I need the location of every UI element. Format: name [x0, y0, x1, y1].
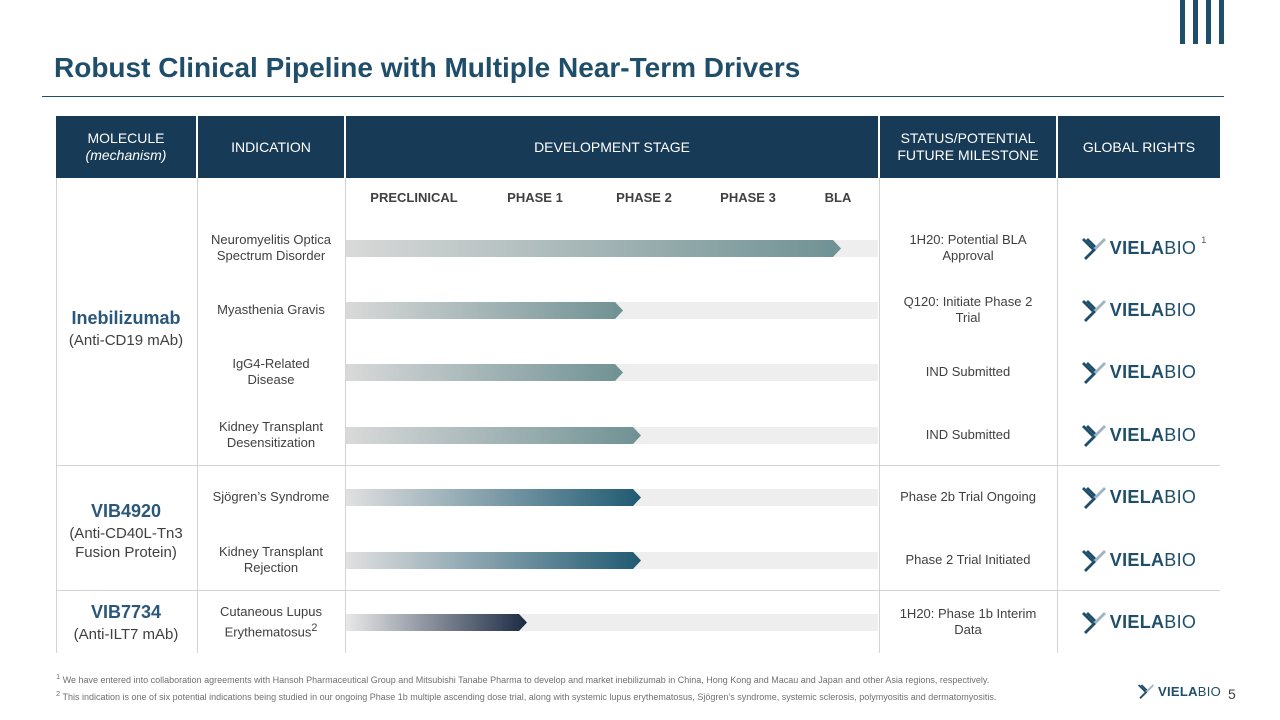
indication-cell: Sjögren’s Syndrome: [212, 489, 330, 504]
progress-arrow: [346, 364, 623, 381]
progress-arrow: [346, 614, 527, 631]
stage-track: [346, 364, 878, 381]
footnote-1: 1 We have entered into collaboration agr…: [56, 672, 990, 685]
progress-arrow: [346, 427, 641, 444]
molecule-vib4920: VIB4920 (Anti-CD40L-Tn3 Fusion Protein): [69, 501, 183, 561]
stage-track: [346, 489, 878, 506]
indication-cell: Neuromyelitis Optica Spectrum Disorder: [211, 232, 331, 263]
viela-mark-icon: [1081, 487, 1106, 509]
stage-preclinical: PRECLINICAL: [370, 190, 458, 205]
vielabio-logo: VIELABIO: [1081, 485, 1196, 509]
global-rights-cell: VIELABIO: [1058, 602, 1220, 642]
vielabio-logo: VIELABIO: [1081, 610, 1196, 634]
vielabio-logo: VIELABIO 1: [1081, 235, 1206, 260]
progress-bar: [346, 552, 641, 569]
progress-arrow: [346, 302, 623, 319]
stage-track: [346, 427, 878, 444]
vielabio-logo: VIELABIO: [1081, 298, 1196, 322]
grid-line: [345, 178, 346, 653]
viela-mark-icon: [1081, 612, 1106, 634]
grid-line: [197, 178, 198, 653]
progress-arrow: [346, 552, 641, 569]
progress-bar: [346, 489, 641, 506]
header-status: STATUS/POTENTIAL FUTURE MILESTONE: [880, 116, 1056, 178]
viela-mark-icon: [1081, 425, 1106, 447]
molecule-inebilizumab: Inebilizumab (Anti-CD19 mAb): [68, 308, 184, 349]
stage-phase-1: PHASE 1: [507, 190, 563, 205]
group-divider: [56, 590, 1220, 591]
progress-bar: [346, 240, 841, 257]
stage-track: [346, 302, 878, 319]
grid-line: [1057, 178, 1058, 653]
indication-cell: Cutaneous Lupus Erythematosus2: [220, 603, 322, 640]
progress-arrow: [346, 489, 641, 506]
vielabio-logo: VIELABIO: [1081, 548, 1196, 572]
vielabio-logo: VIELABIO: [1081, 360, 1196, 384]
progress-bar: [346, 364, 623, 381]
global-rights-cell: VIELABIO: [1058, 477, 1220, 517]
footnotes: 1 We have entered into collaboration agr…: [56, 670, 1136, 704]
status-cell: 1H20: Phase 1b Interim Data: [899, 606, 1037, 637]
footer-vielabio-logo: VIELABIO: [1138, 683, 1221, 699]
header-development-stage: DEVELOPMENT STAGE: [346, 116, 878, 178]
page-number: 5: [1228, 686, 1236, 702]
indication-cell: Kidney Transplant Rejection: [218, 544, 324, 575]
global-rights-cell: VIELABIO: [1058, 352, 1220, 392]
viela-mark-icon: [1138, 684, 1154, 699]
status-cell: IND Submitted: [925, 364, 1011, 379]
viela-mark-icon: [1081, 550, 1106, 572]
page-title: Robust Clinical Pipeline with Multiple N…: [54, 52, 801, 83]
rights-footnote-mark: 1: [1201, 235, 1207, 245]
progress-bar: [346, 302, 623, 319]
group-divider: [56, 465, 1220, 466]
status-cell: Phase 2 Trial Initiated: [905, 552, 1031, 567]
stage-phase-2: PHASE 2: [616, 190, 672, 205]
header-global-rights: GLOBAL RIGHTS: [1058, 116, 1220, 178]
viela-mark-icon: [1081, 362, 1106, 384]
header-indication: INDICATION: [198, 116, 344, 178]
grid-line: [879, 178, 880, 653]
progress-bar: [346, 427, 641, 444]
global-rights-cell: VIELABIO: [1058, 540, 1220, 580]
indication-cell: Kidney Transplant Desensitization: [218, 419, 324, 450]
status-cell: Q120: Initiate Phase 2 Trial: [903, 294, 1033, 325]
indication-cell: Myasthenia Gravis: [217, 302, 325, 317]
global-rights-cell: VIELABIO 1: [1058, 228, 1220, 268]
vielabio-logo: VIELABIO: [1081, 423, 1196, 447]
header-molecule: MOLECULE (mechanism): [56, 116, 196, 178]
stage-track: [346, 614, 878, 631]
stage-bla: BLA: [824, 190, 852, 205]
status-cell: IND Submitted: [925, 427, 1011, 442]
global-rights-cell: VIELABIO: [1058, 415, 1220, 455]
stage-track: [346, 552, 878, 569]
progress-arrow: [346, 240, 841, 257]
status-cell: 1H20: Potential BLA Approval: [909, 232, 1027, 263]
grid-line: [56, 178, 57, 653]
viela-mark-icon: [1081, 300, 1106, 322]
stage-track: [346, 240, 878, 257]
title-divider: [42, 96, 1224, 97]
indication-cell: IgG4-Related Disease: [232, 356, 310, 387]
footnote-2: 2 This indication is one of six potentia…: [56, 689, 997, 702]
progress-bar: [346, 614, 527, 631]
global-rights-cell: VIELABIO: [1058, 290, 1220, 330]
stage-phase-3: PHASE 3: [720, 190, 776, 205]
molecule-vib7734: VIB7734 (Anti-ILT7 mAb): [73, 602, 179, 643]
viela-mark-icon: [1081, 238, 1106, 260]
corner-bars-decoration: [1180, 0, 1224, 44]
status-cell: Phase 2b Trial Ongoing: [900, 489, 1036, 504]
